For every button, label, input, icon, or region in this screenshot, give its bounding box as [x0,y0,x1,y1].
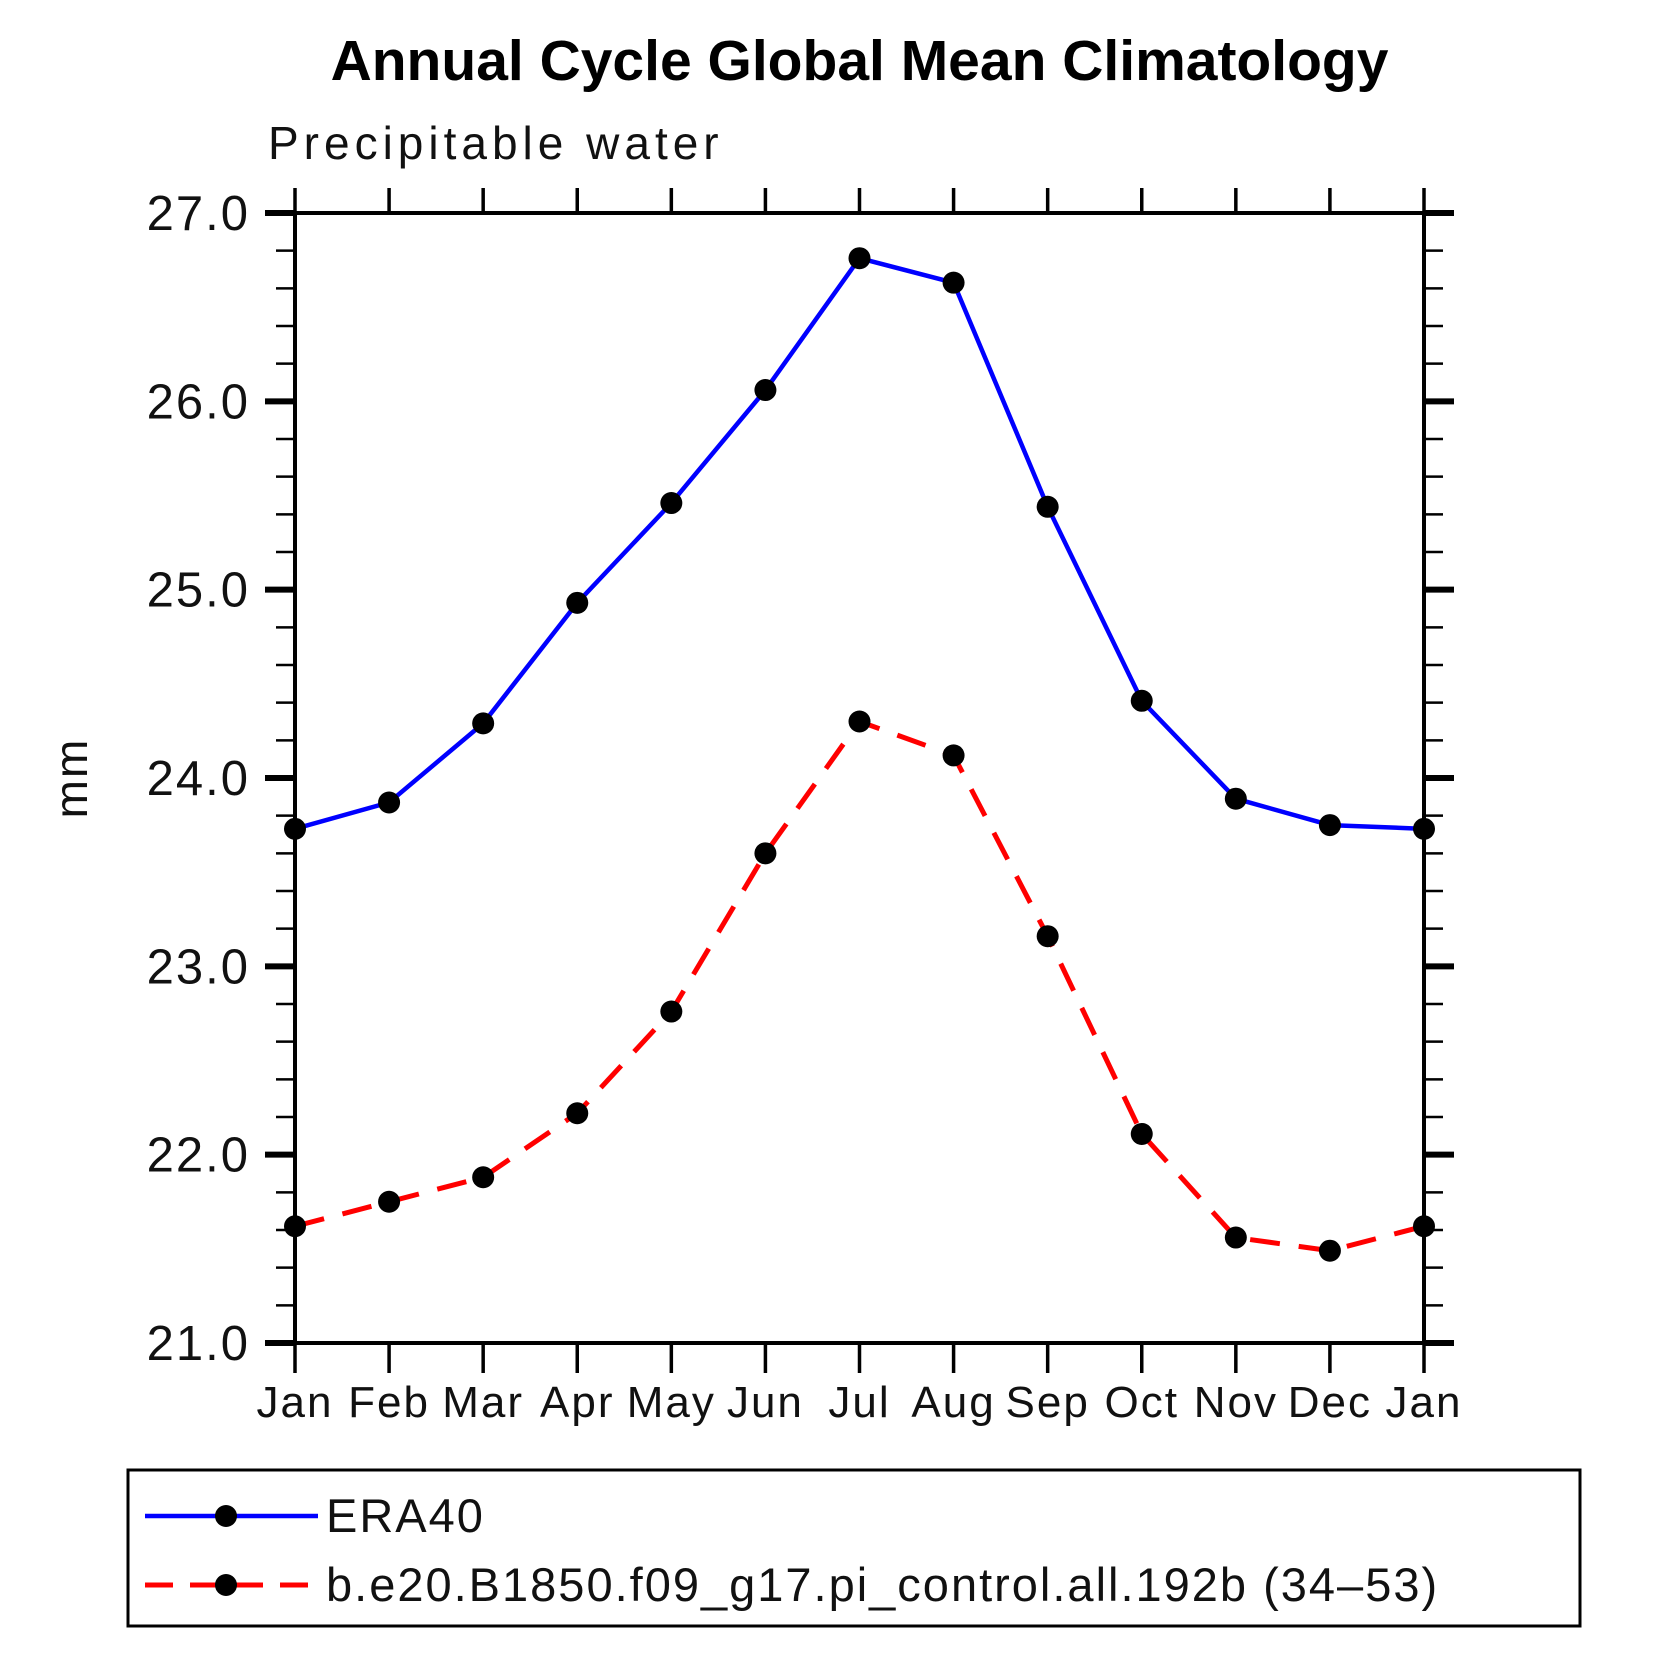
data-point-marker [378,1190,401,1213]
legend-box [126,1468,1582,1628]
chart-subtitle: Precipitable water [268,117,724,169]
y-tick-label: 23.0 [147,940,250,994]
data-point-marker [472,712,495,735]
legend-label: b.e20.B1850.f09_g17.pi_control.all.192b … [326,1558,1439,1611]
x-tick-label: Jan [1386,1378,1463,1427]
data-point-marker [1036,495,1059,518]
y-tick-label: 21.0 [147,1317,250,1371]
data-point-marker [848,710,871,733]
y-tick-label: 22.0 [147,1129,250,1183]
y-axis-title: mm [45,738,97,819]
data-point-marker [566,1102,589,1125]
data-point-marker [378,791,401,814]
chart-title: Annual Cycle Global Mean Climatology [330,29,1389,93]
data-point-marker [848,247,871,270]
data-point-marker [1413,1215,1435,1238]
x-tick-label: Jun [727,1378,804,1427]
x-tick-label: Dec [1288,1378,1372,1427]
plot-frame [293,211,1426,1345]
data-point-marker [566,591,589,614]
series-line-era40 [294,255,1425,832]
x-tick-label: Mar [442,1378,524,1427]
x-tick-label: Jan [257,1378,334,1427]
data-point-marker [1318,814,1341,837]
legend-sample-marker [215,1574,237,1596]
data-point-marker [942,271,965,294]
legend-sample-marker [215,1505,237,1527]
data-point-marker [472,1166,495,1189]
x-tick-label: Oct [1105,1378,1179,1427]
data-point-marker [1224,787,1247,810]
x-tick-label: Nov [1194,1378,1278,1427]
y-tick-label: 24.0 [147,752,250,806]
data-point-marker [1036,925,1059,948]
y-tick-label: 27.0 [147,187,250,241]
data-point-marker [1130,689,1153,712]
data-point-marker [942,744,965,767]
y-tick-label: 25.0 [147,564,250,618]
x-tick-label: Aug [911,1378,995,1427]
x-tick-label: Feb [348,1378,430,1427]
x-tick-label: Jul [828,1378,890,1427]
legend-label: ERA40 [326,1489,485,1542]
data-point-marker [284,1215,306,1238]
data-point-marker [1318,1239,1341,1262]
data-point-marker [1413,817,1435,840]
data-point-marker [660,492,683,515]
x-tick-label: May [627,1378,716,1427]
data-point-marker [660,1000,683,1023]
data-point-marker [1224,1226,1247,1249]
x-tick-label: Sep [1006,1378,1090,1427]
x-tick-label: Apr [540,1378,614,1427]
series-line-model [294,718,1425,1254]
data-point-marker [284,817,306,840]
data-point-marker [754,842,777,865]
data-point-marker [1130,1122,1153,1145]
data-point-marker [754,379,777,402]
y-tick-label: 26.0 [147,375,250,429]
